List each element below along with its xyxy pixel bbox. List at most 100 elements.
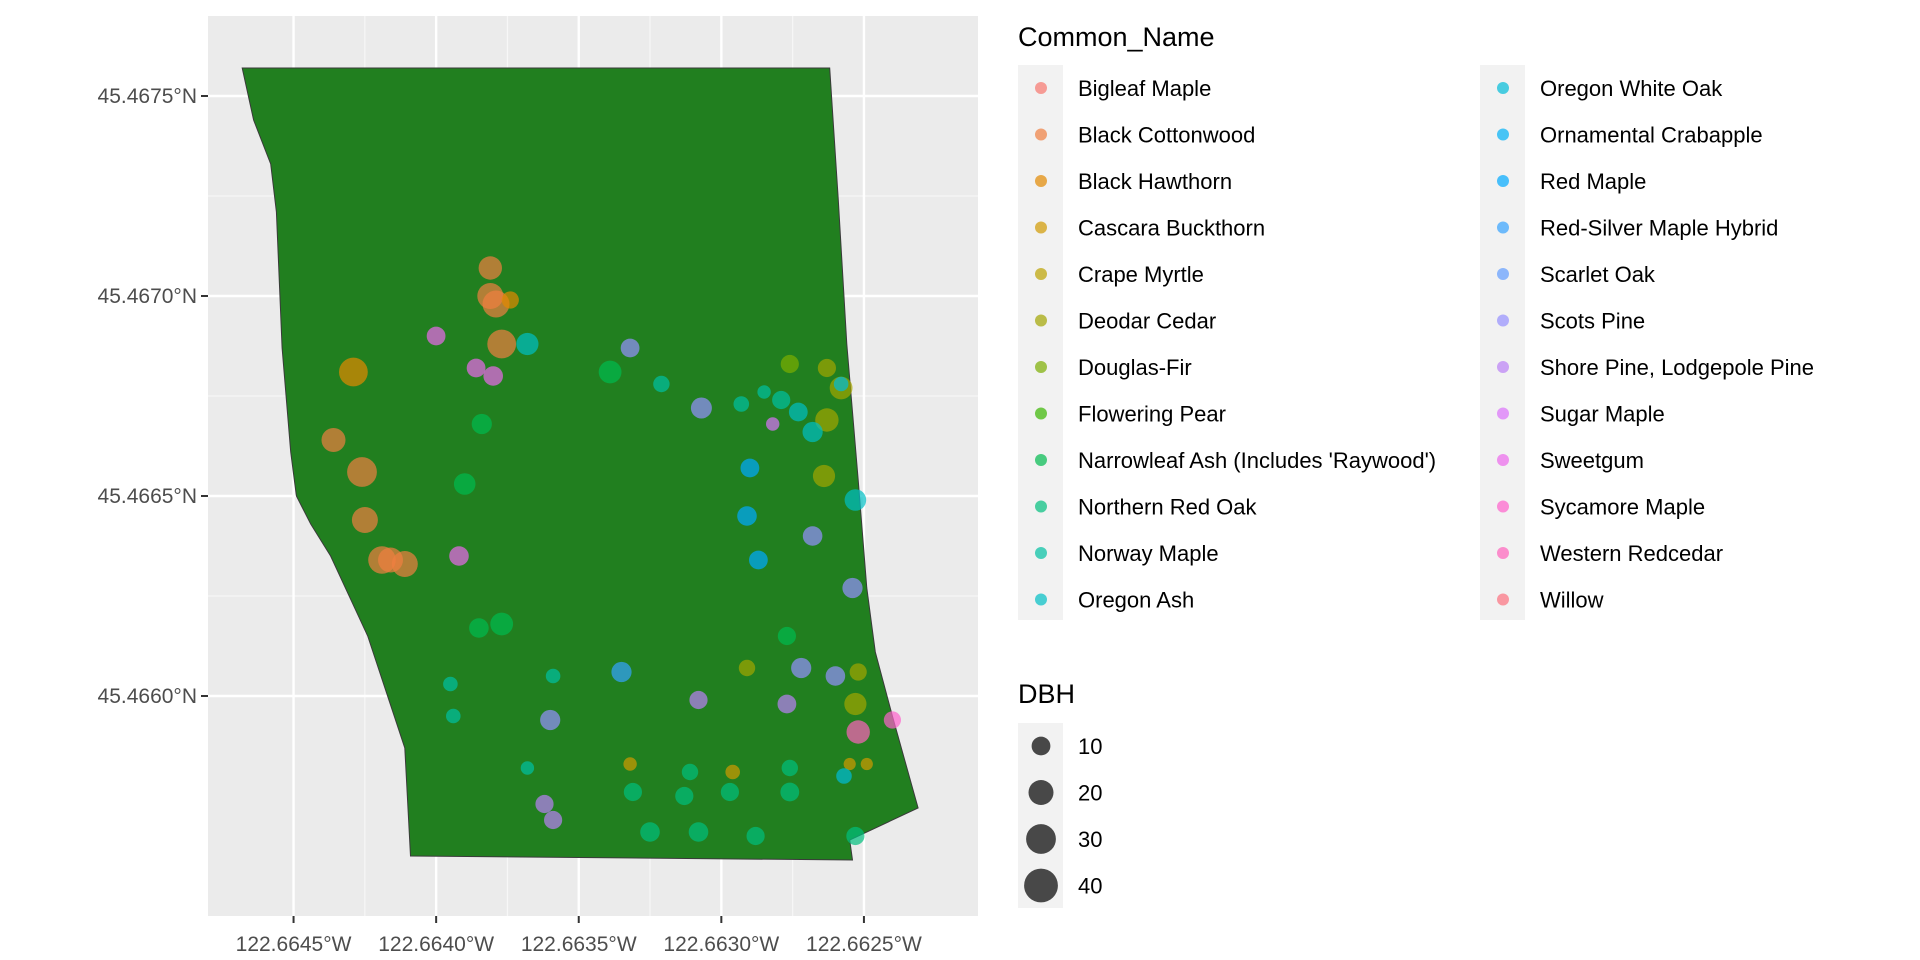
legend-key-dot [1035,501,1047,513]
legend-label: Sweetgum [1540,448,1644,473]
legend-label: Narrowleaf Ash (Includes 'Raywood') [1078,448,1436,473]
legend-label: Red-Silver Maple Hybrid [1540,216,1778,241]
legend-label: Ornamental Crabapple [1540,123,1763,148]
legend-key-dot [1035,315,1047,327]
legend-key-dot [1035,129,1047,141]
legend-key-dot [1035,408,1047,420]
legend-label: Norway Maple [1078,541,1219,566]
tree-point [516,333,538,355]
tree-point [737,506,757,526]
tree-point [847,720,870,743]
x-tick-label: 122.6635°W [521,933,637,956]
x-axis: 122.6645°W 122.6640°W 122.6635°W 122.6630°W… [236,916,922,956]
x-tick-label: 122.6640°W [378,933,494,956]
x-tick-label: 122.6625°W [806,933,922,956]
legend-label: Flowering Pear [1078,402,1226,427]
tree-point [443,677,458,692]
tree-point [739,660,755,676]
legend-label: Scots Pine [1540,309,1645,334]
tree-point [778,695,797,714]
tree-point [721,783,739,801]
tree-point [446,709,461,724]
color-legend-items: Bigleaf Maple Black Cottonwood Black Hawth… [1035,76,1814,613]
legend-label: Sycamore Maple [1540,495,1705,520]
tree-point [803,422,823,442]
tree-point [725,765,740,780]
legend-label: Scarlet Oak [1540,262,1656,287]
tree-point [502,291,519,308]
tree-point [546,669,561,684]
legend-key-dot [1497,454,1509,466]
legend-key-dot [1497,175,1509,187]
legend-label: Black Hawthorn [1078,169,1232,194]
x-tick-label: 122.6630°W [663,933,779,956]
size-legend-title: DBH [1018,679,1075,709]
tree-point [782,760,798,776]
tree-point [521,761,534,774]
y-tick-label: 45.4675°N [98,85,197,108]
tree-point [322,428,346,452]
tree-point [781,355,799,373]
size-legend: DBH 10 20 30 40 [1018,679,1102,908]
y-axis: 45.4660°N45.4665°N45.4670°N45.4675°N [98,85,208,708]
legend-label: Bigleaf Maple [1078,76,1211,101]
tree-point [347,457,377,487]
tree-point [599,361,622,384]
legend-key-dot [1497,361,1509,373]
legend-label: Cascara Buckthorn [1078,216,1265,241]
tree-point [352,507,378,533]
legend-label: Willow [1540,588,1604,613]
legend-key-dot [1035,594,1047,606]
tree-point [780,783,799,802]
legend-label: Oregon Ash [1078,588,1194,613]
size-legend-key-circle [1032,737,1051,756]
tree-point [469,618,489,638]
tree-point [772,391,790,409]
tree-point [454,473,476,495]
tree-point [791,658,811,678]
tree-point [884,711,901,728]
tree-point [844,758,856,770]
size-legend-key-circle [1024,869,1058,903]
color-legend-title: Common_Name [1018,22,1215,52]
legend-label: Northern Red Oak [1078,495,1258,520]
legend-label: Shore Pine, Lodgepole Pine [1540,355,1814,380]
tree-point [813,465,835,487]
tree-point [818,359,836,377]
legend-label: Oregon White Oak [1540,76,1723,101]
legend-key-dot [1497,594,1509,606]
tree-point [483,366,503,386]
color-legend: Common_Name Bigleaf Maple Black Cottonwoo… [1018,22,1814,620]
size-legend-label: 40 [1078,874,1102,899]
tree-point [544,811,562,829]
size-legend-key-circle [1026,824,1056,854]
legend-key-dot [1035,547,1047,559]
tree-point [611,662,631,682]
legend-label: Douglas-Fir [1078,355,1192,380]
legend-key-dot [1497,501,1509,513]
tree-point [689,822,709,842]
legend-label: Crape Myrtle [1078,262,1204,287]
tree-point [540,710,560,730]
tree-point [803,526,823,546]
size-legend-label: 30 [1078,827,1102,852]
legend-label: Black Cottonwood [1078,123,1255,148]
tree-point [842,578,862,598]
legend-key-dot [1497,547,1509,559]
tree-point [836,768,852,784]
tree-point [535,795,553,813]
tree-point [427,327,446,346]
color-legend-key-background-1 [1018,65,1063,620]
size-legend-key-circle [1029,780,1054,805]
tree-point [392,551,418,577]
tree-point [689,691,707,709]
legend-key-dot [1497,408,1509,420]
tree-point [757,385,770,398]
tree-point [749,551,768,570]
tree-point [675,787,693,805]
tree-point [850,663,867,680]
legend-key-dot [1497,82,1509,94]
size-legend-label: 20 [1078,781,1102,806]
legend-label: Red Maple [1540,169,1646,194]
